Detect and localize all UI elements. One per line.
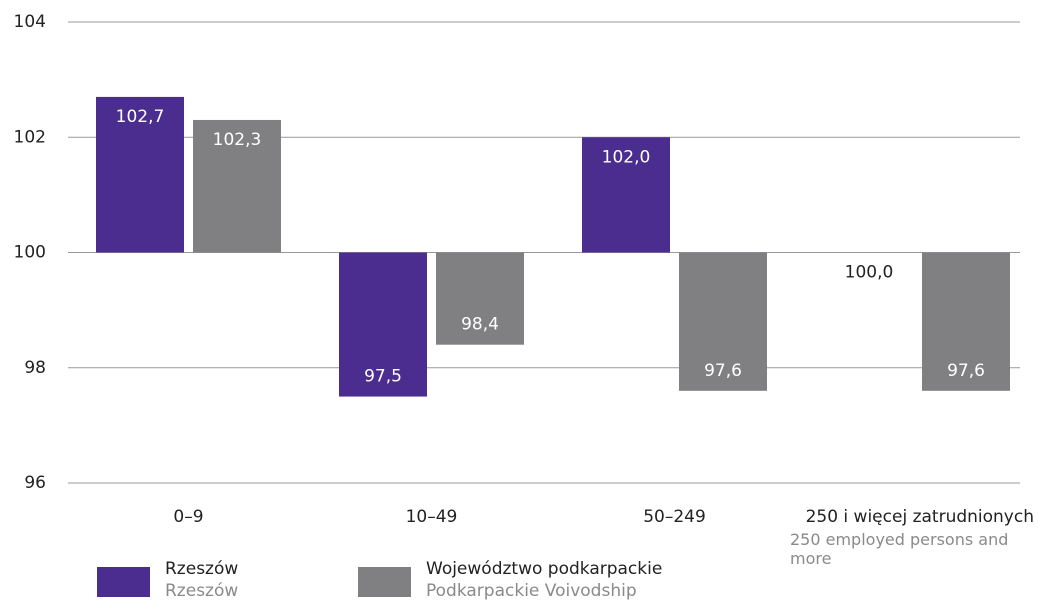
value-label: 100,0 — [845, 263, 894, 283]
legend-swatch — [358, 567, 411, 597]
bar — [96, 96, 184, 253]
y-tick-label: 100 — [14, 243, 46, 263]
x-tick-label: 50–249 — [643, 507, 706, 527]
x-tick-label: 0–9 — [173, 507, 203, 527]
bar — [436, 252, 524, 345]
bar — [339, 252, 427, 397]
value-label: 97,6 — [947, 361, 985, 381]
bar — [582, 137, 670, 253]
value-label: 98,4 — [461, 315, 499, 335]
x-tick-sublabel: 250 employed persons and more — [790, 530, 1009, 568]
y-tick-label: 98 — [24, 358, 46, 378]
legend-sublabel: Podkarpackie Voivodship — [426, 581, 637, 601]
y-tick-label: 96 — [24, 473, 46, 493]
legend-swatch — [97, 567, 150, 597]
x-tick-label: 250 i więcej zatrudnionych — [806, 507, 1034, 527]
value-label: 102,0 — [602, 147, 651, 167]
legend-sublabel: Rzeszów — [165, 581, 239, 601]
y-tick-label: 102 — [14, 127, 46, 147]
bar — [679, 252, 767, 391]
bar — [922, 252, 1010, 391]
value-label: 97,6 — [704, 361, 742, 381]
y-tick-label: 104 — [14, 12, 46, 32]
x-tick-label: 10–49 — [406, 507, 458, 527]
value-label: 102,3 — [213, 130, 262, 150]
legend-entry: Województwo podkarpackie Podkarpackie Voi… — [426, 559, 663, 601]
bar — [193, 119, 281, 253]
value-label: 97,5 — [364, 367, 402, 387]
value-label: 102,7 — [116, 107, 165, 127]
legend-entry: Rzeszów Rzeszów — [165, 559, 239, 601]
